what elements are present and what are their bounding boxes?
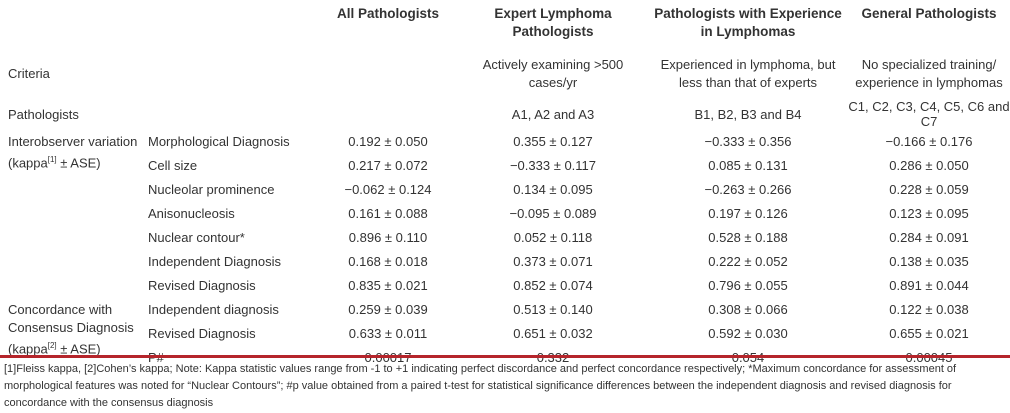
kappa-value: 0.122 ± 0.038	[889, 301, 969, 317]
kappa-value: 0.592 ± 0.030	[708, 325, 788, 341]
kappa-value: 0.286 ± 0.050	[889, 157, 969, 173]
kappa-value: 0.222 ± 0.052	[708, 253, 788, 269]
group-label-end: ± ASE)	[56, 341, 101, 357]
kappa-value: 0.052 ± 0.118	[513, 229, 593, 245]
header-row: All Pathologists Expert Lymphoma Patholo…	[0, 0, 1010, 49]
row-criterion: Revised Diagnosis	[148, 277, 256, 293]
header-general: General Pathologists	[861, 6, 997, 21]
kappa-value: 0.217 ± 0.072	[348, 157, 428, 173]
kappa-value: 0.161 ± 0.088	[348, 205, 428, 221]
data-rows: Interobserver variation (kappa[1] ± ASE)…	[0, 129, 1010, 369]
kappa-value: 0.852 ± 0.074	[513, 277, 593, 293]
table-row: Cell size 0.217 ± 0.072 −0.333 ± 0.117 0.08…	[0, 153, 1010, 177]
group-label-end: ± ASE)	[56, 155, 101, 171]
row-criterion: Nucleolar prominence	[148, 181, 275, 197]
pathologists-row: Pathologists A1, A2 and A3 B1, B2, B3 an…	[8, 99, 1010, 129]
kappa-value: 0.513 ± 0.140	[513, 301, 593, 317]
table-row: Revised Diagnosis 0.633 ± 0.011 0.651 ± 0.…	[0, 321, 1010, 345]
table-row: Nuclear contour* 0.896 ± 0.110 0.052 ± 0.1…	[0, 225, 1010, 249]
kappa-value: 0.228 ± 0.059	[889, 181, 969, 197]
kappa-value: 0.197 ± 0.126	[708, 205, 788, 221]
table-row: Nucleolar prominence −0.062 ± 0.124 0.134 …	[0, 177, 1010, 201]
kappa-value: 0.284 ± 0.091	[889, 229, 969, 245]
divider-rule	[0, 355, 1010, 358]
kappa-value: −0.333 ± 0.117	[509, 157, 597, 173]
row-criterion: Independent Diagnosis	[148, 253, 281, 269]
row-criterion: Morphological Diagnosis	[148, 133, 290, 149]
kappa-value: 0.308 ± 0.066	[708, 301, 788, 317]
header-all: All Pathologists	[336, 6, 439, 21]
kappa-value: 0.259 ± 0.039	[348, 301, 428, 317]
kappa-value: 0.655 ± 0.021	[889, 325, 969, 341]
kappa-value: −0.095 ± 0.089	[509, 205, 597, 221]
group-label-text: Concordance with Consensus Diagnosis (ka…	[8, 302, 134, 357]
group-label: Interobserver variation (kappa[1] ± ASE)	[0, 129, 148, 297]
kappa-value: 0.896 ± 0.110	[348, 229, 428, 245]
kappa-value: 0.138 ± 0.035	[889, 253, 969, 269]
kappa-value: 0.123 ± 0.095	[889, 205, 969, 221]
kappa-value: −0.062 ± 0.124	[344, 181, 432, 197]
kappa-value: 0.835 ± 0.021	[348, 277, 428, 293]
group-label: Concordance with Consensus Diagnosis (ka…	[0, 297, 148, 369]
kappa-value: 0.633 ± 0.011	[348, 325, 428, 341]
group-label-text: Interobserver variation (kappa	[8, 134, 138, 171]
kappa-value: 0.168 ± 0.018	[348, 253, 428, 269]
kappa-value: 0.192 ± 0.050	[348, 133, 428, 149]
group-label-sup: [1]	[47, 155, 57, 164]
row-criterion: Revised Diagnosis	[148, 325, 256, 341]
kappa-value: −0.333 ± 0.356	[704, 133, 792, 149]
kappa-value: −0.263 ± 0.266	[704, 181, 792, 197]
kappa-value: 0.891 ± 0.044	[889, 277, 969, 293]
table-row: Independent Diagnosis 0.168 ± 0.018 0.373 …	[0, 249, 1010, 273]
row-criterion: Cell size	[148, 157, 198, 173]
footnote: [1]Fleiss kappa, [2]Cohen’s kappa; Note:…	[4, 363, 957, 409]
kappa-value: 0.796 ± 0.055	[708, 277, 788, 293]
header-experienced: Pathologists with Experience in Lymphoma…	[654, 6, 842, 39]
kappa-value: 0.651 ± 0.032	[513, 325, 593, 341]
table-row: Concordance with Consensus Diagnosis (ka…	[0, 297, 1010, 357]
table-row: Revised Diagnosis 0.835 ± 0.021 0.852 ± 0.…	[0, 273, 1010, 297]
table-row: Anisonucleosis 0.161 ± 0.088 −0.095 ± 0.08…	[0, 201, 1010, 225]
kappa-value: 0.373 ± 0.071	[513, 253, 593, 269]
criteria-row: Criteria Actively examining >500 cases/y…	[8, 57, 1003, 90]
kappa-value: 0.528 ± 0.188	[708, 229, 788, 245]
row-criterion: Anisonucleosis	[148, 205, 235, 221]
kappa-table: All Pathologists Expert Lymphoma Patholo…	[0, 0, 1010, 369]
kappa-value: 0.134 ± 0.095	[513, 181, 593, 197]
header-expert: Expert Lymphoma Pathologists	[494, 6, 612, 39]
kappa-value: −0.166 ± 0.176	[885, 133, 973, 149]
kappa-value: 0.355 ± 0.127	[513, 133, 593, 149]
table-row: Interobserver variation (kappa[1] ± ASE)…	[0, 129, 1010, 171]
row-criterion: Nuclear contour*	[148, 229, 245, 245]
group-label-sup: [2]	[47, 341, 57, 350]
kappa-value: 0.085 ± 0.131	[708, 157, 788, 173]
row-criterion: Independent diagnosis	[148, 301, 279, 317]
